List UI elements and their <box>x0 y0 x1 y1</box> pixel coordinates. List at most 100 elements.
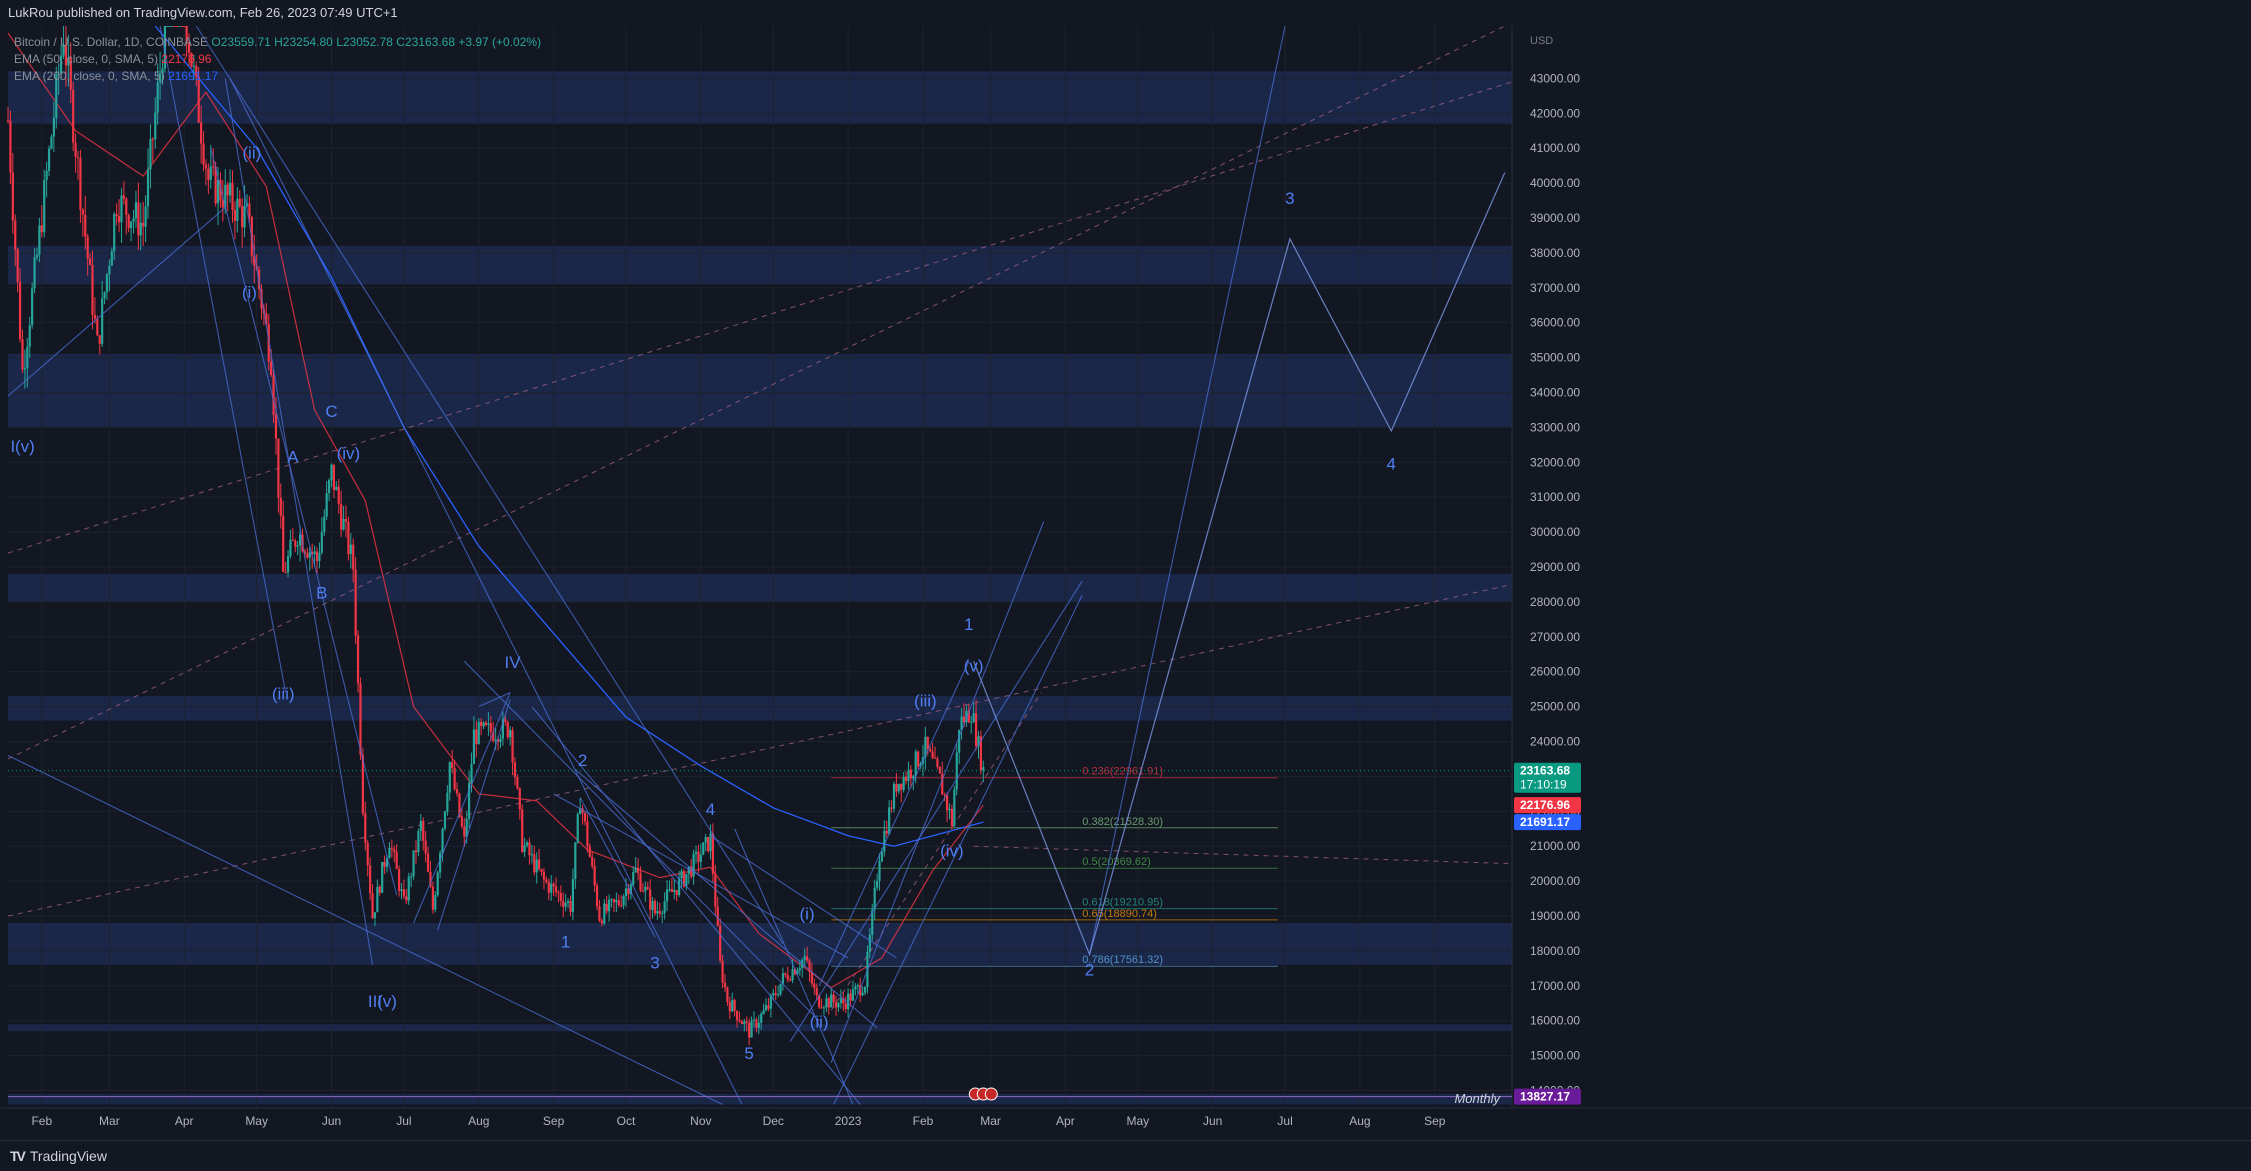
candle-body <box>115 213 118 217</box>
time-tick-label: Mar <box>980 1114 1001 1128</box>
legend-ema200-label[interactable]: EMA (200, close, 0, SMA, 5) <box>14 69 165 83</box>
candle-body <box>221 200 224 208</box>
price-tick-label: 37000.00 <box>1530 281 1580 295</box>
candle-body <box>137 202 140 236</box>
candle-body <box>639 873 642 891</box>
candle-body <box>496 739 500 743</box>
price-tick-label: 32000.00 <box>1530 455 1580 469</box>
legend-ema200-row[interactable]: EMA (200, close, 0, SMA, 5) 21691.17 <box>14 68 541 85</box>
wave-trendline <box>833 594 1083 1105</box>
price-tick-label: 24000.00 <box>1530 735 1580 749</box>
wave-label: (iii) <box>272 685 295 704</box>
ema-200-curve <box>154 25 984 847</box>
candle-body <box>600 920 603 924</box>
candle-body <box>98 335 101 344</box>
price-tick-label: 31000.00 <box>1530 490 1580 504</box>
candle-body <box>18 281 22 340</box>
candle-body <box>793 969 797 975</box>
legend-symbol[interactable]: Bitcoin / U.S. Dollar, 1D, COINBASE <box>14 35 209 49</box>
candle-body <box>699 854 702 862</box>
candle-body <box>892 783 896 809</box>
candle-body <box>122 195 125 199</box>
price-label-text: 23163.68 <box>1520 764 1570 778</box>
candle-body <box>610 899 613 901</box>
candle-body <box>518 788 521 810</box>
candle-body <box>844 1003 847 1010</box>
candle-body <box>682 871 686 887</box>
candle-body <box>289 539 292 557</box>
candle-body <box>395 852 398 870</box>
price-tick-label: 26000.00 <box>1530 665 1580 679</box>
time-tick-label: Oct <box>617 1114 636 1128</box>
candle-body <box>303 551 307 554</box>
candle-body <box>431 886 434 910</box>
dashed-trendline <box>7 81 1513 554</box>
time-tick-label: Sep <box>1424 1114 1446 1128</box>
candle-body <box>426 853 430 872</box>
fib-level-label: 0.382(21528.30) <box>1082 816 1163 828</box>
candle-body <box>156 82 159 113</box>
candle-body <box>354 569 357 636</box>
indicator-legend[interactable]: Bitcoin / U.S. Dollar, 1D, COINBASE O235… <box>14 34 541 85</box>
legend-ema50-row[interactable]: EMA (50, close, 0, SMA, 5) 22176.96 <box>14 51 541 68</box>
candle-body <box>757 1022 760 1028</box>
candle-body <box>139 222 142 236</box>
fib-level-label: 0.618(19210.95) <box>1082 897 1163 909</box>
candle-body <box>441 828 444 854</box>
wave-label: 1 <box>561 932 570 951</box>
candle-body <box>658 911 661 914</box>
tradingview-logo[interactable]: TV TradingView <box>10 1148 107 1164</box>
candle-body <box>9 120 12 173</box>
ema-200-line <box>154 25 984 847</box>
price-tick-label: 34000.00 <box>1530 385 1580 399</box>
legend-symbol-row[interactable]: Bitcoin / U.S. Dollar, 1D, COINBASE O235… <box>14 34 541 51</box>
candle-body <box>149 138 152 170</box>
candle-body <box>26 346 29 369</box>
time-tick-label: Jun <box>322 1114 341 1128</box>
candle-body <box>284 571 287 573</box>
candle-body <box>938 766 941 774</box>
candle-body <box>50 136 53 149</box>
candle-body <box>414 850 418 853</box>
candle-body <box>950 808 954 827</box>
candle-body <box>238 198 241 207</box>
candle-body <box>216 180 220 204</box>
candle-body <box>557 892 560 894</box>
candle-body <box>134 202 138 219</box>
candle-body <box>463 826 466 837</box>
candle-body <box>627 888 630 894</box>
candle-body <box>393 848 396 853</box>
wave-labels: I (v)(ii)(i)CA (iv)B(iii)IV2413III(v)5(i)(… <box>10 144 1396 1064</box>
time-axis[interactable]: Feb Mar Apr May Jun Jul Aug Sep Oct Nov Dec 2023 Feb… <box>0 1107 2251 1140</box>
candle-body <box>646 886 649 890</box>
wave-trendline <box>224 78 374 965</box>
candle-body <box>917 751 920 767</box>
candle-body <box>62 44 65 56</box>
candle-body <box>977 736 980 747</box>
candle-body <box>23 368 26 370</box>
candle-body <box>622 896 625 906</box>
candle-body <box>204 164 208 169</box>
candle-body <box>890 807 893 809</box>
candle-body <box>207 168 210 180</box>
candle-body <box>320 532 323 553</box>
candle-body <box>402 889 406 897</box>
price-tick-label: 21000.00 <box>1530 839 1580 853</box>
candle-body <box>103 292 106 299</box>
candle-body <box>552 883 555 887</box>
wave-trendline <box>789 580 1083 1042</box>
price-axis[interactable]: USD 43000.00 42000.00 41000.00 40000.00 39000… <box>1511 26 2251 1108</box>
candle-body <box>704 837 707 843</box>
wave-label: 3 <box>1285 189 1294 208</box>
candle-body <box>72 89 75 143</box>
candle-body <box>909 769 912 779</box>
candle-body <box>81 209 84 215</box>
legend-ema50-label[interactable]: EMA (50, close, 0, SMA, 5) <box>14 52 159 66</box>
candle-body <box>31 288 34 326</box>
candle-body <box>33 257 36 289</box>
candle-body <box>803 956 806 960</box>
candle-body <box>871 909 874 935</box>
candle-body <box>175 26 179 27</box>
candle-body <box>52 117 55 137</box>
